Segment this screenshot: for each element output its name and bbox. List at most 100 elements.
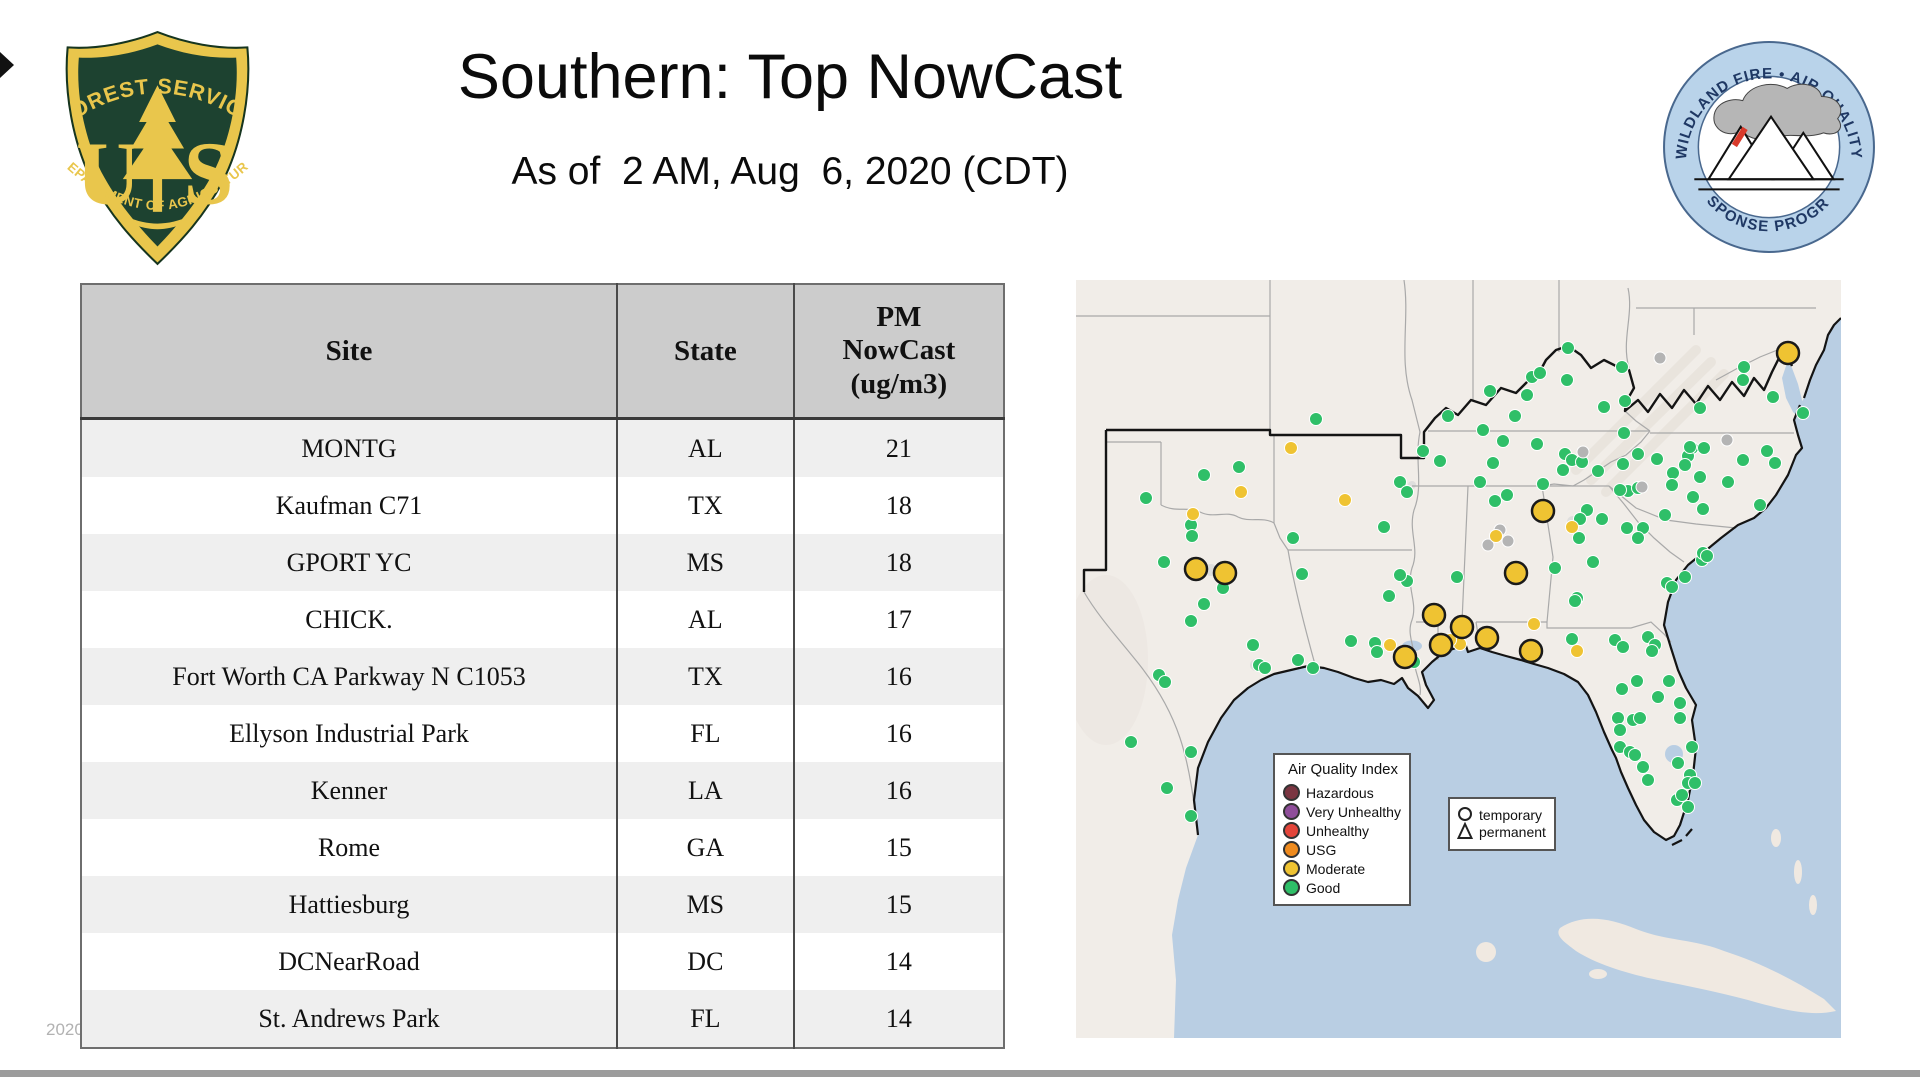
state-cell: TX [615,648,795,705]
monitor-good [1500,488,1514,502]
monitor-good [1291,653,1305,667]
state-cell: GA [615,819,795,876]
monitor-good [1160,781,1174,795]
monitor-good [1673,696,1687,710]
monitor-good [1473,475,1487,489]
temporary-permanent-icon [1456,807,1474,839]
monitor-good [1597,400,1611,414]
value-cell: 16 [793,648,1004,705]
aqi-legend-label: Hazardous [1306,784,1374,801]
value-cell: 17 [885,604,912,634]
site-cell: GPORT YC [81,534,617,591]
aqi-legend-label: Very Unhealthy [1306,803,1401,820]
aqi-color-dot-icon [1283,784,1300,801]
monitor-good [1696,502,1710,516]
monitor-moderate [1489,529,1503,543]
monitor-good [1671,756,1685,770]
col-header-pm: PM NowCast (ug/m3) [793,284,1004,420]
monitor-good [1693,470,1707,484]
monitor-good [1658,508,1672,522]
monitor-good [1591,464,1605,478]
aqi-color-dot-icon [1283,879,1300,896]
monitor-nodata [1501,534,1515,548]
monitor-good [1157,555,1171,569]
monitor-moderate [1338,493,1352,507]
monitor-temporary-moderate [1503,560,1529,586]
state-cell: TX [615,477,795,534]
monitor-moderate [1570,644,1584,658]
monitor-good [1124,735,1138,749]
monitor-good [1586,555,1600,569]
monitor-good [1595,512,1609,526]
monitor-good [1633,711,1647,725]
monitor-temporary-moderate [1775,340,1801,366]
wfaqrp-logo: WILDLAND FIRE • AIR QUALITY RESPONSE PRO… [1653,25,1878,261]
monitor-nodata [1481,538,1495,552]
monitor-moderate [1234,485,1248,499]
table-row: Ellyson Industrial Park FL 16 [81,705,1004,762]
monitor-good [1650,452,1664,466]
monitor-good [1766,390,1780,404]
monitor-good [1370,645,1384,659]
monitor-good [1616,457,1630,471]
aqi-color-dot-icon [1283,822,1300,839]
value-cell: 16 [793,762,1004,819]
monitor-moderate [1565,520,1579,534]
monitor-good [1158,675,1172,689]
site-cell: Rome [317,832,381,862]
monitor-good [1760,444,1774,458]
monitor-good [1560,373,1574,387]
monitor-good [1736,453,1750,467]
state-cell: AL [615,591,795,648]
monitor-good [1662,674,1676,688]
monitor-temporary-moderate [1421,602,1447,628]
state-cell: FL [615,990,795,1048]
monitor-good [1630,674,1644,688]
table-row: DCNearRoad DC 14 [81,933,1004,990]
aqi-legend-item: Hazardous [1283,783,1403,802]
monitor-nodata [1653,351,1667,365]
monitor-temporary-moderate [1474,625,1500,651]
monitor-good [1197,597,1211,611]
monitor-good [1556,463,1570,477]
site-cell: CHICK. [305,604,393,634]
monitor-good [1628,748,1642,762]
monitor-good [1416,444,1430,458]
monitor-good [1796,406,1810,420]
aqi-color-dot-icon [1283,803,1300,820]
monitor-temporary-moderate [1530,498,1556,524]
aqi-legend-item: Good [1283,878,1403,897]
site-cell: St. Andrews Park [81,990,617,1048]
monitor-good [1533,366,1547,380]
monitor-temporary-moderate [1449,614,1475,640]
aqi-legend-label: Moderate [1306,860,1366,877]
monitor-good [1611,711,1625,725]
type-label-permanent: permanent [1479,824,1546,840]
site-cell: DCNearRoad [278,946,420,976]
table-row: MONTG AL 21 [81,418,1004,477]
svg-text:S: S [184,125,234,224]
monitor-good [1184,809,1198,823]
monitor-good [1377,520,1391,534]
value-cell: 16 [885,718,912,748]
monitor-good [1197,468,1211,482]
title-block: Southern: Top NowCast As of 2 AM, Aug 6,… [270,44,1310,194]
monitor-moderate [1527,617,1541,631]
monitor-good [1678,458,1692,472]
table-header-row: Site State PM NowCast (ug/m3) [81,284,1004,420]
monitor-good [1568,594,1582,608]
monitor-temporary-moderate [1212,560,1238,586]
monitor-good [1685,740,1699,754]
table-row: Fort Worth CA Parkway N C1053 TX 16 [81,648,1004,705]
site-cell: Fort Worth CA Parkway N C1053 [81,648,617,705]
monitor-moderate [1383,638,1397,652]
monitor-good [1641,773,1655,787]
monitor-good [1344,634,1358,648]
monitor-good [1139,491,1153,505]
monitor-good [1700,549,1714,563]
monitor-moderate [1284,441,1298,455]
monitor-good [1651,690,1665,704]
monitor-good [1615,360,1629,374]
